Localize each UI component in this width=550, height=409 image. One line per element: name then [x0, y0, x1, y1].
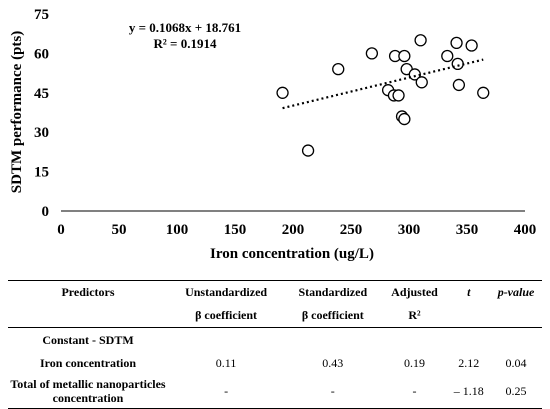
x-tick-label: 50: [112, 222, 127, 238]
y-axis-title: SDTM performance (pts): [9, 31, 25, 193]
x-tick-label: 200: [282, 222, 305, 238]
data-point: [276, 86, 289, 99]
row-cell: 0.25: [490, 374, 542, 409]
data-point: [415, 76, 428, 89]
row-cell: [490, 328, 542, 353]
data-point: [398, 49, 411, 63]
header-predictors: Predictors: [8, 280, 168, 303]
trend-r-squared: R² = 0.1914: [154, 36, 217, 51]
row-cell: -: [284, 374, 382, 409]
header-t: t: [447, 280, 491, 303]
header2-predictors: [8, 303, 168, 328]
row-cell: 0.04: [505, 355, 527, 370]
data-point: [392, 89, 405, 102]
header-unstandardized: Unstandardized: [168, 280, 285, 303]
x-tick-label: 300: [398, 222, 421, 238]
y-tick-label: 0: [42, 204, 50, 220]
data-point: [452, 78, 466, 92]
row-cell: 0.43: [322, 355, 344, 370]
x-tick-label: 0: [57, 222, 65, 238]
row-cell: [168, 328, 284, 353]
row-cell: -: [381, 374, 448, 409]
header2-p-value: [490, 303, 542, 328]
data-point: [398, 112, 411, 126]
table-row: Iron concentration 0.11 0.43 0.19 2.12 0…: [8, 352, 542, 374]
row-cell: [448, 328, 490, 353]
table-row: Total of metallic nanoparticles concentr…: [8, 374, 542, 409]
header2-standardized: β coefficient: [284, 303, 382, 328]
row-cell: [284, 328, 381, 353]
data-point: [332, 63, 345, 76]
row-cell: 0.11: [215, 355, 237, 370]
header2-unstandardized: β coefficient: [168, 303, 285, 328]
header-p-value: p-value: [490, 280, 542, 303]
y-tick-label: 75: [34, 7, 49, 23]
row-predictor: Constant - SDTM: [42, 332, 134, 347]
data-point: [465, 39, 478, 52]
x-tick-label: 400: [514, 222, 537, 238]
row-cell: -: [168, 374, 285, 409]
x-axis-title: Iron concentration (ug/L): [210, 246, 374, 262]
row-predictor: Iron concentration: [39, 355, 137, 370]
row-cell: 2.12: [458, 355, 480, 370]
row-cell: – 1.18: [447, 374, 491, 409]
header-adjusted: Adjusted: [381, 280, 448, 303]
regression-table: Predictors Unstandardized Standardized A…: [8, 280, 542, 409]
x-tick-label: 100: [166, 222, 189, 238]
header2-adjusted: R²: [381, 303, 448, 328]
data-point: [450, 36, 463, 50]
scatter-chart: 0 50 100 150 200 250 300 350 400 0 15 30 45 60 75 y = …: [9, 7, 536, 262]
trend-equation: y = 0.1068x + 18.761: [129, 20, 241, 35]
axes-layer: 0 50 100 150 200 250 300 350 400 0 15 30 45 60 75: [34, 7, 536, 238]
table-header-row-2: β coefficient β coefficient R²: [8, 303, 542, 328]
header-standardized: Standardized: [284, 280, 382, 303]
data-point: [301, 144, 315, 157]
x-tick-label: 250: [340, 222, 363, 238]
y-tick-label: 60: [34, 46, 49, 62]
y-tick-label: 30: [34, 125, 49, 141]
points-layer: [276, 34, 490, 157]
y-tick-label: 15: [34, 165, 49, 181]
row-cell: 0.19: [404, 355, 425, 370]
data-point: [365, 47, 379, 60]
data-point: [414, 34, 427, 47]
table-header-row: Predictors Unstandardized Standardized A…: [8, 280, 542, 303]
x-tick-label: 350: [456, 222, 479, 238]
data-point: [477, 86, 490, 99]
y-tick-label: 45: [34, 86, 49, 102]
data-point: [441, 49, 454, 63]
header2-t: [447, 303, 491, 328]
table-row: Constant - SDTM: [8, 328, 542, 353]
row-cell: [381, 328, 447, 353]
row-predictor: Total of metallic nanoparticles concentr…: [8, 374, 168, 409]
x-tick-label: 150: [224, 222, 247, 238]
